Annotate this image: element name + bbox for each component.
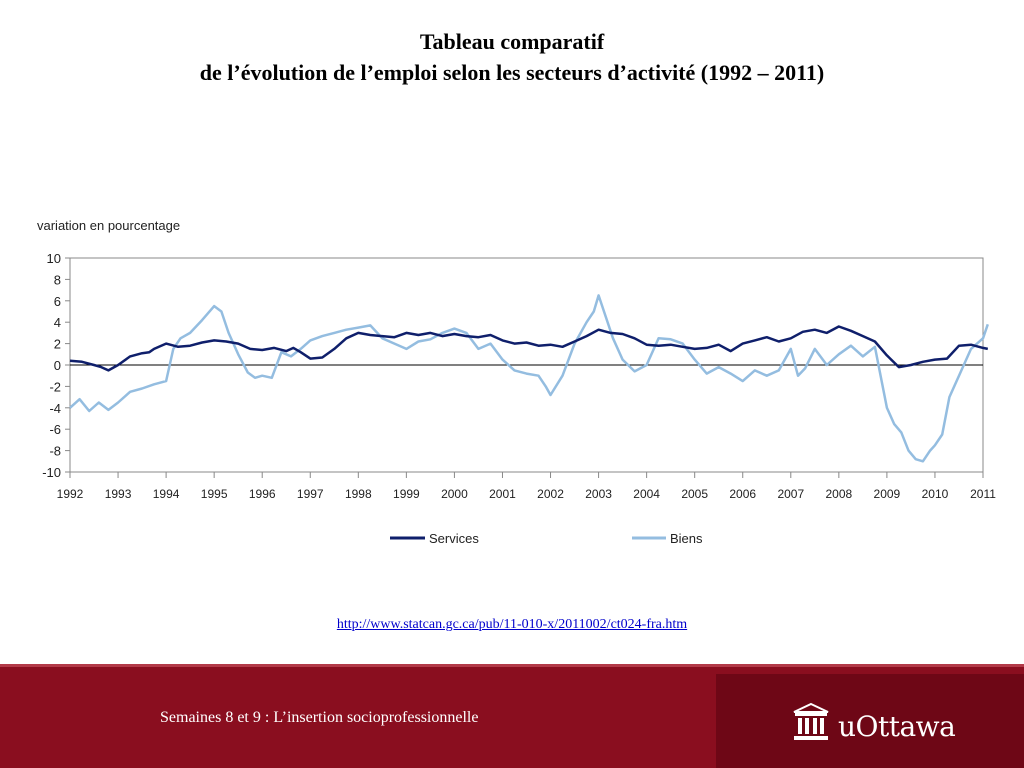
y-tick-label: 2 <box>54 337 61 352</box>
x-tick-label: 2006 <box>729 487 756 501</box>
x-tick-label: 2000 <box>441 487 468 501</box>
x-tick-label: 2004 <box>633 487 660 501</box>
x-tick-label: 1998 <box>345 487 372 501</box>
x-tick-label: 1993 <box>105 487 132 501</box>
y-tick-label: -8 <box>49 444 61 459</box>
y-tick-label: -6 <box>49 422 61 437</box>
title-line-1: Tableau comparatif <box>419 29 605 54</box>
y-tick-label: 0 <box>54 358 61 373</box>
x-tick-label: 2008 <box>825 487 852 501</box>
university-building-icon <box>793 702 829 740</box>
x-tick-label: 1997 <box>297 487 324 501</box>
x-tick-label: 2003 <box>585 487 612 501</box>
x-tick-label: 2005 <box>681 487 708 501</box>
x-tick-label: 2002 <box>537 487 564 501</box>
university-logo-text: uOttawa <box>838 710 956 743</box>
y-tick-label: -4 <box>49 401 61 416</box>
legend-services-label: Services <box>429 531 479 546</box>
x-tick-label: 2001 <box>489 487 516 501</box>
legend: Services Biens <box>390 531 703 546</box>
y-tick-label: -10 <box>42 465 61 480</box>
x-tick-label: 1994 <box>153 487 180 501</box>
x-tick-label: 2010 <box>922 487 949 501</box>
x-tick-label: 1995 <box>201 487 228 501</box>
footer-top-line <box>0 664 1024 667</box>
x-tick-label: 2007 <box>777 487 804 501</box>
y-tick-label: 4 <box>54 315 61 330</box>
footer-bar: Semaines 8 et 9 : L’insertion socioprofe… <box>0 664 1024 768</box>
footer-course-text: Semaines 8 et 9 : L’insertion socioprofe… <box>160 709 479 726</box>
series-group <box>69 294 989 463</box>
y-tick-label: -2 <box>49 379 61 394</box>
series-line-services <box>69 325 989 372</box>
employment-line-chart: variation en pourcentage 10 8 6 4 2 0 -2 -4 -6 -8… <box>37 218 996 546</box>
footer-logo-panel <box>716 674 1024 768</box>
y-tick-label: 8 <box>54 272 61 287</box>
y-tick-label: 6 <box>54 294 61 309</box>
y-axis-label: variation en pourcentage <box>37 218 180 233</box>
x-tick-label: 2009 <box>874 487 901 501</box>
title-line-2: de l’évolution de l’emploi selon les sec… <box>199 60 825 85</box>
y-tick-label: 10 <box>47 251 61 266</box>
x-tick-label: 1999 <box>393 487 420 501</box>
slide-title: Tableau comparatif de l’évolution de l’e… <box>0 26 1024 88</box>
x-tick-label: 1996 <box>249 487 276 501</box>
x-tick-label: 1992 <box>57 487 84 501</box>
source-link[interactable]: http://www.statcan.gc.ca/pub/11-010-x/20… <box>336 617 688 632</box>
x-axis-ticks: 1992 1993 1994 1995 1996 1997 1998 1999 2000 2001… <box>57 472 996 501</box>
series-line-biens <box>69 294 989 463</box>
legend-biens-label: Biens <box>670 531 703 546</box>
x-tick-label: 2011 <box>970 487 996 501</box>
y-axis-ticks: 10 8 6 4 2 0 -2 -4 -6 -8 -10 <box>42 251 70 480</box>
